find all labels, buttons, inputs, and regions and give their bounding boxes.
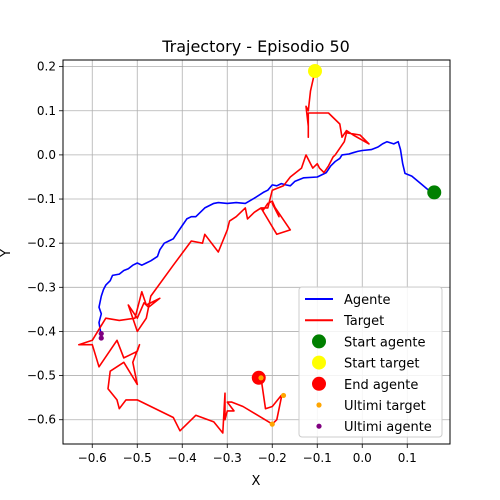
y-tick-label: −0.4 [27, 324, 56, 338]
x-tick-label: −0.1 [303, 451, 332, 465]
legend-swatch-ultimi-target [316, 402, 322, 408]
y-tick-label: 0.2 [37, 60, 56, 74]
legend-swatch-ultimi-agente [316, 423, 322, 429]
plot-frame [62, 59, 451, 445]
legend-swatch-start-target [312, 355, 326, 370]
ultimi-target-marker [258, 375, 264, 381]
x-tick-label: 0.0 [353, 451, 372, 465]
x-tick-label: −0.5 [123, 451, 152, 465]
legend-label-target: Target [343, 314, 384, 329]
legend-swatch-start-agente [312, 334, 326, 349]
ultimi-agente-marker [98, 335, 104, 341]
x-tick-label: −0.2 [258, 451, 287, 465]
y-tick-label: −0.2 [27, 236, 56, 250]
y-tick-label: 0.1 [37, 104, 56, 118]
legend-label-start-target: Start target [344, 357, 419, 372]
x-tick-label: −0.4 [168, 451, 197, 465]
legend-swatch-end-agente [312, 376, 326, 391]
y-tick-label: 0.0 [37, 148, 56, 162]
target-line [78, 70, 370, 434]
legend-label-agente: Agente [344, 293, 390, 308]
start-target-marker [308, 64, 322, 79]
y-tick-label: −0.5 [27, 369, 56, 383]
legend-label-start-agente: Start agente [344, 335, 425, 350]
axis-ticks: −0.6 −0.5 −0.4 −0.3 −0.2 −0.1 0.0 0.1 0.2 0.1 0.0 −… [27, 60, 417, 465]
agente-line [98, 140, 435, 337]
start-agente-marker [427, 185, 442, 200]
legend-box [298, 286, 443, 438]
grid [63, 60, 450, 444]
x-tick-label: −0.6 [78, 451, 107, 465]
x-axis-label: X [252, 474, 261, 489]
legend-label-ultimi-agente: Ultimi agente [344, 420, 432, 435]
legend-label-end-agente: End agente [344, 378, 418, 393]
y-tick-label: −0.1 [27, 192, 56, 206]
ultimi-target-marker [269, 421, 275, 427]
chart-title: Trajectory - Episodio 50 [161, 37, 350, 56]
legend: Agente Target Start agente Start target End … [298, 286, 443, 438]
ultimi-target-marker [280, 392, 287, 399]
y-tick-label: −0.3 [27, 280, 56, 294]
legend-label-ultimi-target: Ultimi target [344, 399, 426, 414]
x-tick-label: 0.1 [398, 451, 417, 465]
y-tick-label: −0.6 [27, 413, 56, 427]
ultimi-agente-marker [98, 331, 104, 337]
plot-area [78, 64, 442, 434]
y-axis-label: Y [0, 249, 14, 258]
x-tick-label: −0.3 [213, 451, 242, 465]
